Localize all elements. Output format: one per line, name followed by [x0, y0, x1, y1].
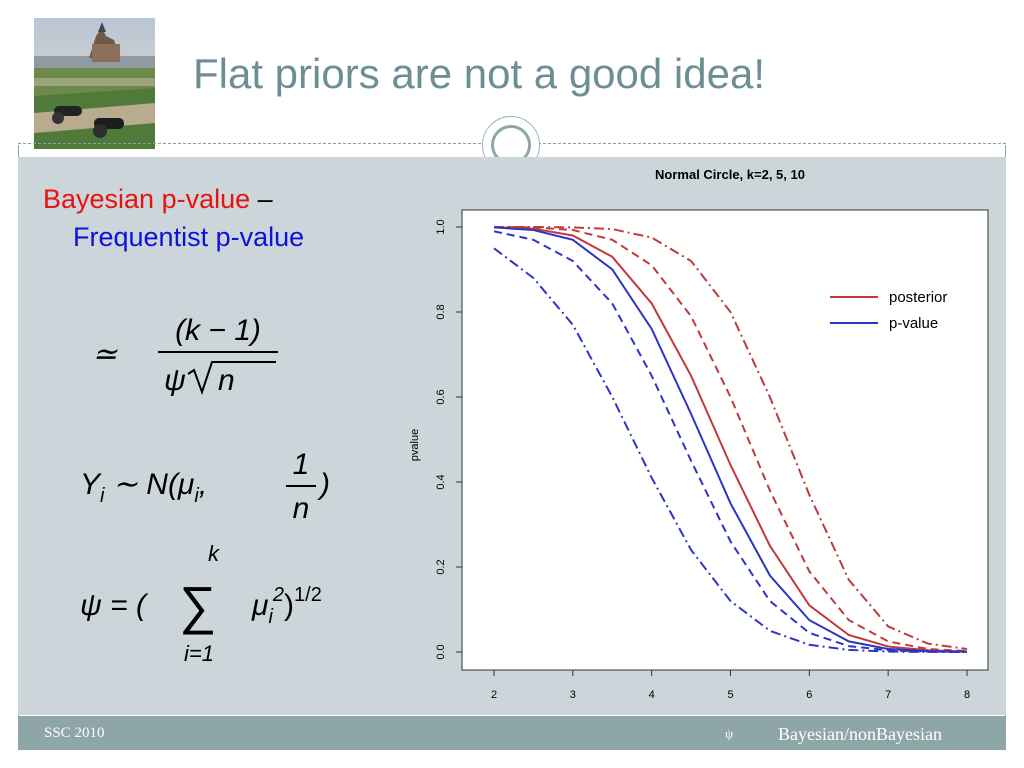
chart-title: Normal Circle, k=2, 5, 10: [655, 167, 805, 182]
plot-area: [461, 209, 989, 671]
bayesian-label: Bayesian p-value: [43, 184, 251, 214]
y-tick-label: 0.8: [435, 304, 447, 319]
svg-text:n: n: [293, 492, 310, 525]
svg-text:μi2)1/2: μi2)1/2: [251, 584, 322, 628]
x-tick-label: 4: [649, 689, 655, 701]
svg-text:Yi ∼ N(μi,: Yi ∼ N(μi,: [80, 468, 207, 507]
series-line-p-value-dashdot: [493, 247, 968, 653]
x-tick-label: 7: [885, 689, 891, 701]
header-photo: [34, 18, 155, 149]
pvalue-chart: Normal Circle, k=2, 5, 10 pvalue 2 3 4 5 6 7 8…: [409, 167, 989, 701]
formula-psi: k ψ = ( ∑ i=1 μi2)1/2: [80, 541, 322, 666]
chart: Normal Circle, k=2, 5, 10 pvalue 2 3 4 5 6 7 8…: [400, 165, 1000, 710]
slide-footer: SSC 2010 ψ Bayesian/nonBayesian: [18, 716, 1006, 750]
heading-text: Bayesian p-value – Frequentist p-value: [43, 180, 304, 256]
svg-text:≃: ≃: [92, 338, 118, 371]
y-tick-label: 0.2: [435, 559, 447, 574]
formula-distribution: Yi ∼ N(μi, 1 n ): [80, 448, 330, 525]
svg-text:n: n: [218, 364, 235, 397]
y-tick-label: 1.0: [435, 219, 447, 234]
svg-text:(k − 1): (k − 1): [175, 314, 261, 347]
svg-text:1: 1: [293, 448, 310, 481]
y-axis-label: pvalue: [409, 429, 421, 461]
svg-text:): ): [317, 468, 330, 501]
y-tick-label: 0.4: [435, 474, 447, 489]
legend-label: p-value: [889, 315, 938, 332]
y-tick-label: 0.0: [435, 644, 447, 659]
svg-text:∑: ∑: [178, 577, 215, 635]
series-line-p-value-dashed: [493, 230, 968, 653]
heading-dash: –: [250, 184, 273, 214]
svg-text:ψ: ψ: [164, 364, 186, 397]
legend-label: posterior: [889, 289, 947, 306]
footer-conference: SSC 2010: [44, 725, 105, 741]
frequentist-label: Frequentist p-value: [73, 222, 305, 252]
series-line-posterior-dashdot: [494, 226, 968, 650]
series-line-posterior-solid: [493, 226, 968, 653]
footer-topic: Bayesian/nonBayesian: [778, 724, 942, 744]
series-line-posterior-dashed: [493, 226, 968, 653]
svg-text:k: k: [208, 541, 220, 566]
x-tick-label: 5: [727, 689, 733, 701]
footer-symbol: ψ: [725, 726, 734, 741]
slide-title: Flat priors are not a good idea!: [193, 50, 766, 97]
castle-photo-image: [34, 18, 155, 149]
svg-text:i=1: i=1: [184, 641, 214, 666]
formula-approx: ≃ (k − 1) ψ n: [92, 314, 278, 397]
x-tick-label: 2: [491, 689, 497, 701]
y-tick-label: 0.6: [435, 389, 447, 404]
svg-text:ψ = (: ψ = (: [80, 589, 149, 622]
x-tick-label: 8: [964, 689, 970, 701]
series-line-p-value-solid: [493, 226, 968, 653]
x-tick-label: 3: [570, 689, 576, 701]
x-tick-label: 6: [806, 689, 812, 701]
